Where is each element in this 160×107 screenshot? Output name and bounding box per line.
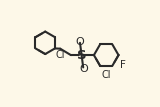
Text: O: O xyxy=(79,64,88,74)
Text: Cl: Cl xyxy=(56,50,65,60)
Text: S: S xyxy=(77,49,86,62)
Text: Cl: Cl xyxy=(101,70,111,80)
Text: O: O xyxy=(75,36,84,47)
Text: F: F xyxy=(120,60,126,70)
